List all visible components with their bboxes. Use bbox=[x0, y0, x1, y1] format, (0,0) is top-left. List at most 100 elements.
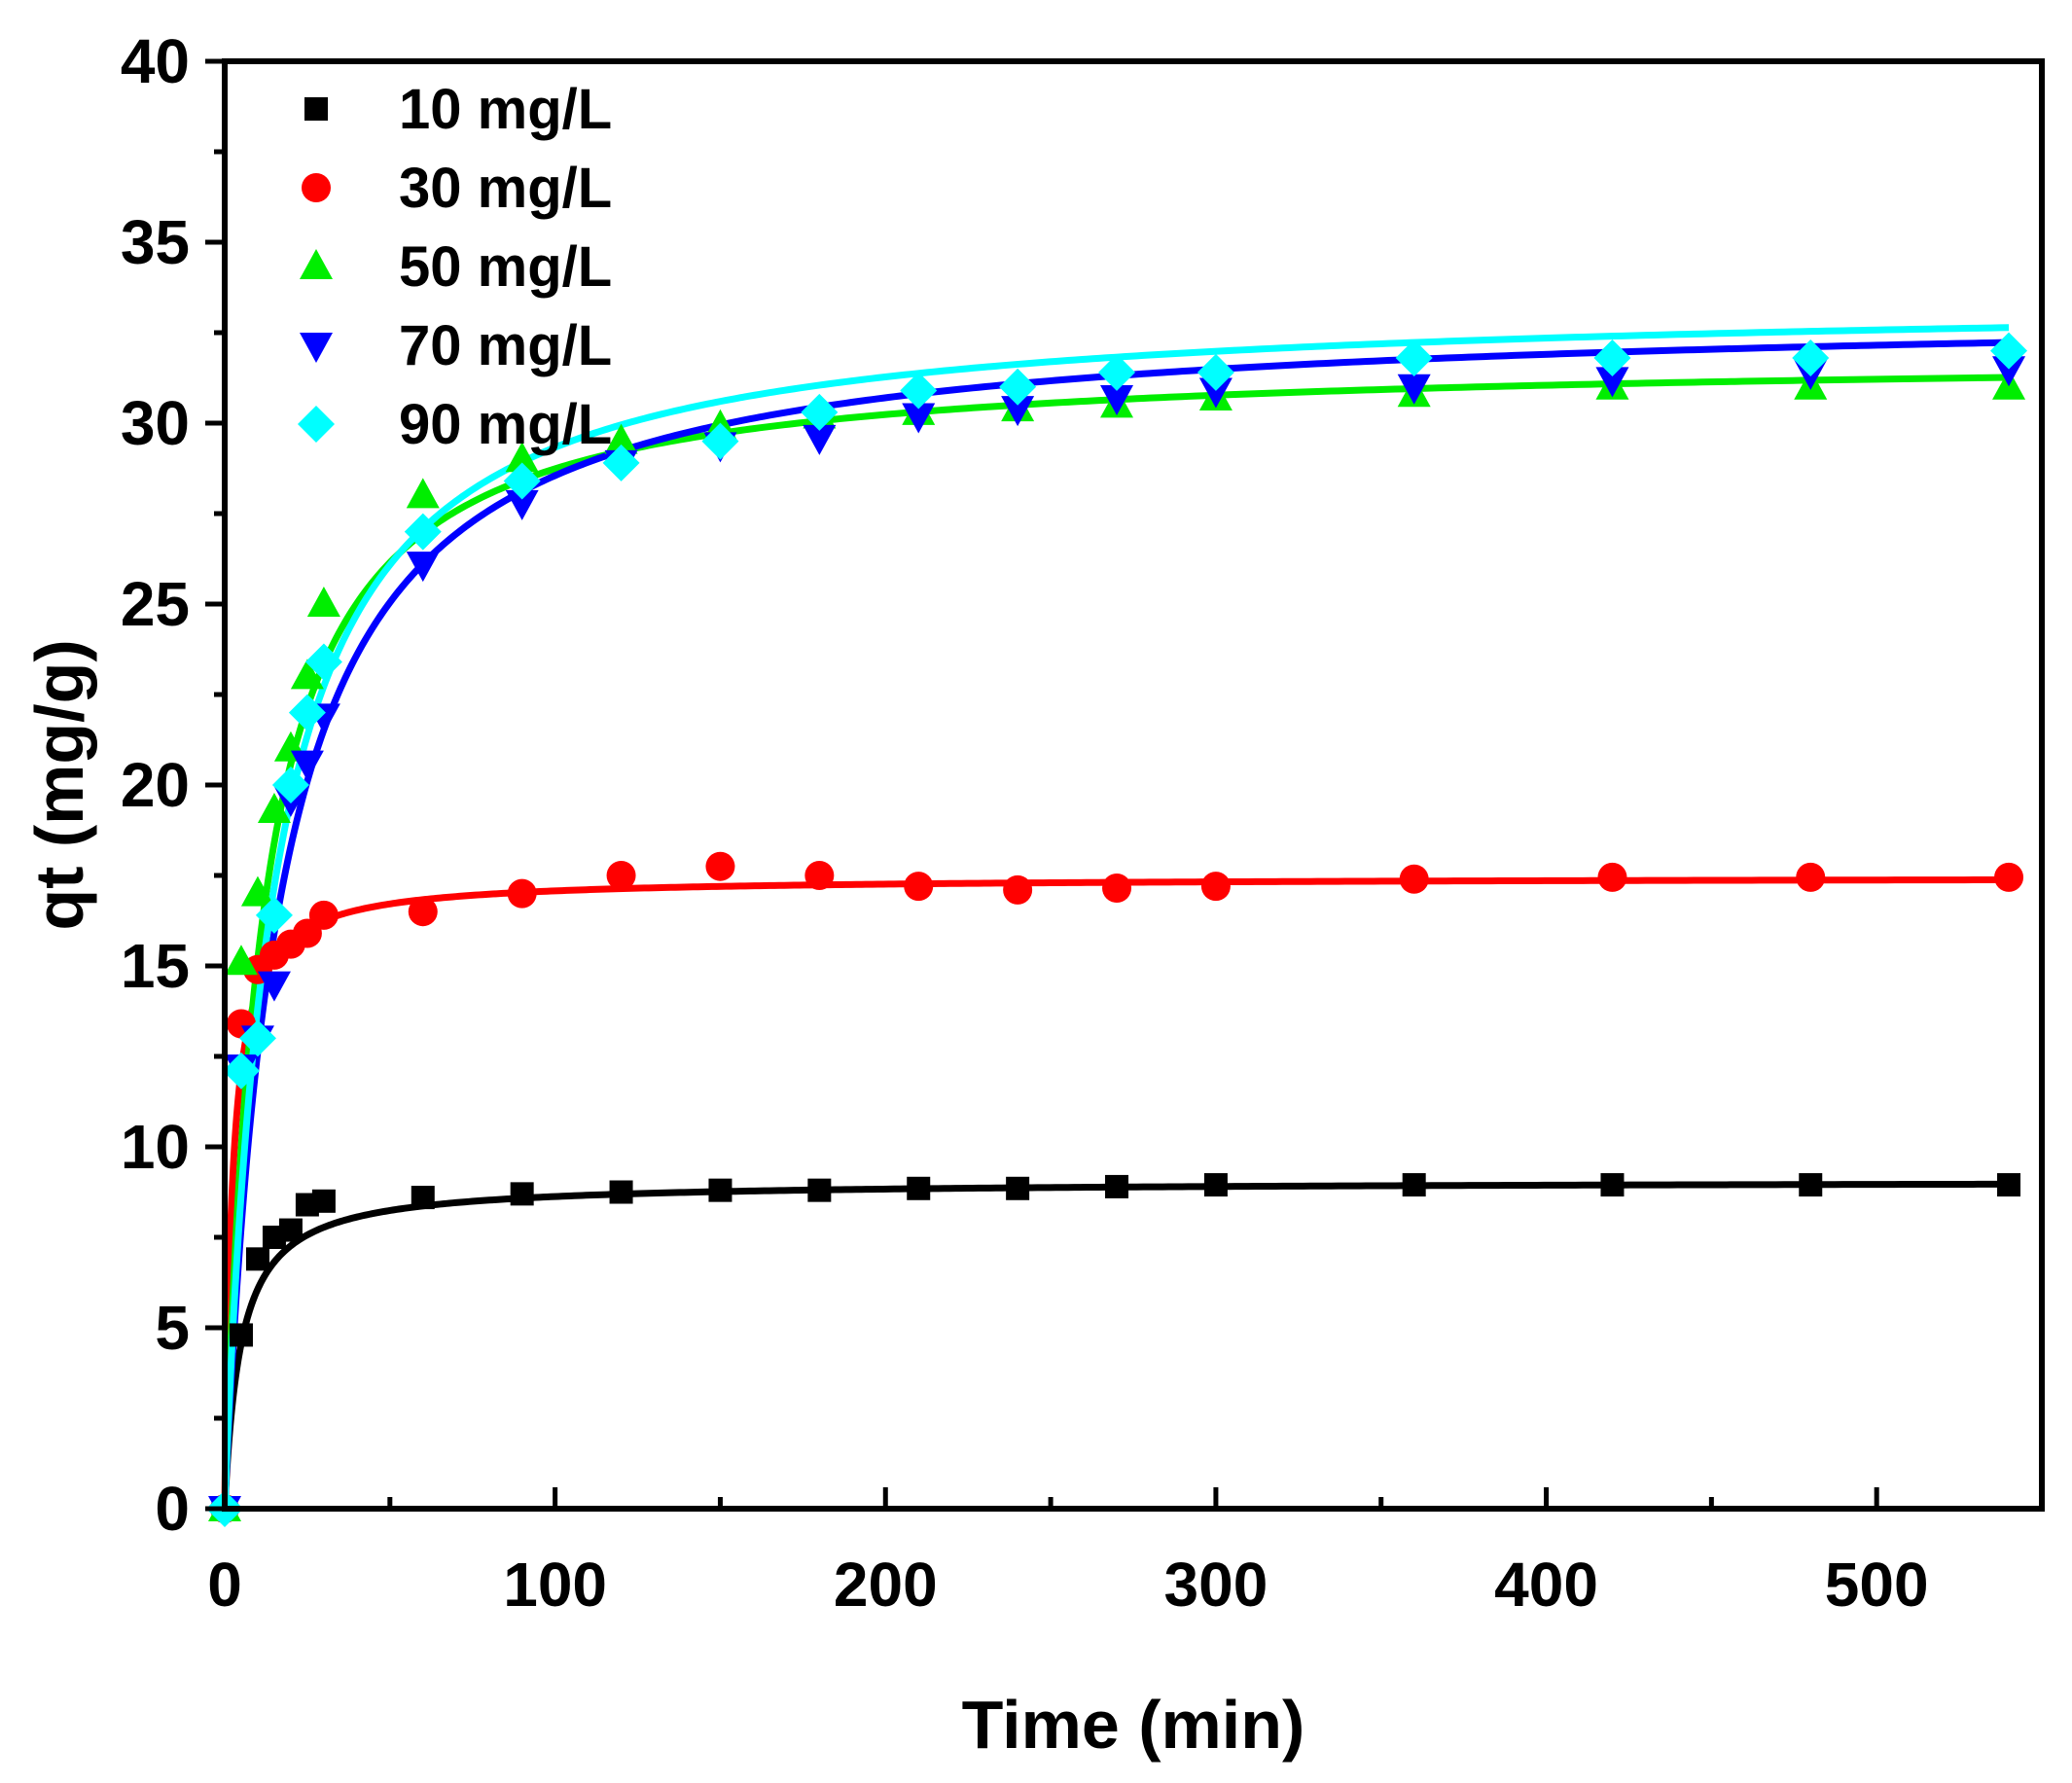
legend-label: 90 mg/L bbox=[399, 393, 612, 456]
data-point-series-2 bbox=[308, 900, 339, 930]
x-tick-label: 0 bbox=[207, 1550, 242, 1620]
data-point-series-1 bbox=[1203, 1173, 1228, 1197]
x-tick-label: 100 bbox=[503, 1550, 607, 1620]
data-point-series-1 bbox=[1006, 1176, 1030, 1200]
data-point-series-5 bbox=[271, 767, 309, 803]
data-point-series-3 bbox=[290, 659, 324, 690]
data-point-series-3 bbox=[604, 423, 638, 454]
data-point-series-3 bbox=[257, 793, 291, 824]
data-point-series-4 bbox=[1198, 377, 1232, 409]
y-tick-label: 25 bbox=[121, 569, 190, 639]
data-point-series-4 bbox=[257, 971, 291, 1002]
fit-curve-series-3 bbox=[221, 374, 2010, 1513]
data-point-series-2 bbox=[1003, 874, 1033, 905]
data-point-series-5 bbox=[602, 444, 640, 481]
data-point-series-2 bbox=[1102, 874, 1132, 904]
y-tick-label: 20 bbox=[121, 750, 190, 820]
data-point-series-2 bbox=[507, 878, 537, 909]
data-point-series-5 bbox=[404, 513, 442, 551]
data-point-series-4 bbox=[1992, 356, 2026, 387]
data-point-series-4 bbox=[505, 489, 539, 520]
data-point-series-3 bbox=[505, 442, 539, 473]
data-point-series-4 bbox=[1595, 367, 1629, 398]
data-point-series-2 bbox=[1597, 862, 1627, 892]
data-point-series-2 bbox=[1994, 862, 2024, 892]
legend-label: 30 mg/L bbox=[399, 157, 612, 220]
data-point-series-5 bbox=[222, 1052, 260, 1089]
legend-marker-series-1 bbox=[304, 97, 328, 121]
data-point-series-2 bbox=[904, 872, 934, 902]
data-point-series-4 bbox=[902, 403, 936, 434]
data-point-series-5 bbox=[900, 372, 938, 410]
data-point-series-2 bbox=[804, 861, 835, 890]
y-tick-label: 40 bbox=[121, 26, 190, 96]
data-point-series-5 bbox=[1990, 332, 2028, 370]
data-point-series-5 bbox=[1197, 353, 1234, 391]
data-point-series-5 bbox=[1395, 339, 1433, 377]
legend-marker-series-2 bbox=[302, 173, 331, 202]
data-point-series-5 bbox=[238, 1019, 276, 1057]
data-point-series-2 bbox=[1399, 864, 1429, 894]
data-point-series-5 bbox=[288, 694, 326, 731]
data-point-series-1 bbox=[1600, 1173, 1625, 1197]
legend-marker-series-5 bbox=[298, 406, 335, 443]
legend-label: 50 mg/L bbox=[399, 235, 612, 299]
data-point-series-2 bbox=[606, 861, 636, 890]
y-axis-title: qt (mg/g) bbox=[21, 639, 97, 930]
data-point-series-1 bbox=[229, 1323, 253, 1347]
data-point-series-5 bbox=[801, 393, 839, 431]
data-point-series-5 bbox=[255, 896, 293, 934]
data-point-series-4 bbox=[290, 750, 324, 781]
x-tick-label: 200 bbox=[834, 1550, 938, 1620]
data-point-series-2 bbox=[1796, 862, 1826, 892]
legend-label: 70 mg/L bbox=[399, 314, 612, 377]
data-point-series-1 bbox=[907, 1176, 931, 1200]
data-point-series-1 bbox=[311, 1189, 336, 1213]
data-point-series-4 bbox=[406, 552, 440, 583]
data-point-series-2 bbox=[408, 897, 438, 927]
data-point-series-5 bbox=[999, 368, 1037, 406]
x-axis-title: Time (min) bbox=[962, 1687, 1305, 1763]
y-tick-label: 5 bbox=[155, 1293, 190, 1363]
data-point-series-1 bbox=[708, 1178, 732, 1202]
data-point-series-1 bbox=[1402, 1173, 1426, 1197]
data-point-series-5 bbox=[503, 462, 541, 500]
x-tick-label: 400 bbox=[1494, 1550, 1598, 1620]
data-point-series-1 bbox=[278, 1218, 303, 1242]
y-tick-label: 30 bbox=[121, 388, 190, 458]
legend: 10 mg/L 30 mg/L 50 mg/L 70 mg/L 90 mg/L bbox=[298, 78, 612, 456]
data-point-series-1 bbox=[411, 1186, 435, 1210]
data-point-series-1 bbox=[1105, 1174, 1129, 1198]
data-point-series-3 bbox=[224, 945, 258, 976]
data-point-series-4 bbox=[1397, 374, 1431, 405]
data-point-series-1 bbox=[1799, 1173, 1823, 1197]
data-point-series-4 bbox=[803, 424, 837, 455]
y-tick-label: 35 bbox=[121, 207, 190, 277]
data-point-series-3 bbox=[406, 478, 440, 509]
data-point-series-3 bbox=[306, 587, 340, 617]
data-markers bbox=[206, 332, 2028, 1527]
data-point-series-5 bbox=[701, 422, 739, 460]
legend-marker-series-4 bbox=[300, 333, 333, 363]
data-point-series-5 bbox=[1593, 339, 1631, 377]
data-point-series-5 bbox=[1098, 353, 1136, 391]
data-point-series-1 bbox=[510, 1182, 534, 1206]
data-point-series-5 bbox=[304, 643, 342, 681]
data-point-series-1 bbox=[609, 1180, 633, 1204]
data-point-series-2 bbox=[705, 851, 735, 881]
data-point-series-5 bbox=[1792, 339, 1830, 377]
data-point-series-1 bbox=[1997, 1173, 2021, 1197]
fit-curve-series-1 bbox=[221, 1180, 2010, 1513]
data-point-series-1 bbox=[245, 1247, 269, 1271]
x-tick-label: 300 bbox=[1164, 1550, 1268, 1620]
y-tick-label: 10 bbox=[121, 1112, 190, 1182]
data-point-series-3 bbox=[240, 875, 274, 907]
y-tick-label: 0 bbox=[155, 1474, 190, 1544]
y-tick-label: 15 bbox=[121, 931, 190, 1001]
data-point-series-4 bbox=[1001, 396, 1035, 427]
legend-marker-series-3 bbox=[300, 249, 333, 279]
data-point-series-4 bbox=[1100, 384, 1134, 415]
x-tick-label: 500 bbox=[1825, 1550, 1929, 1620]
